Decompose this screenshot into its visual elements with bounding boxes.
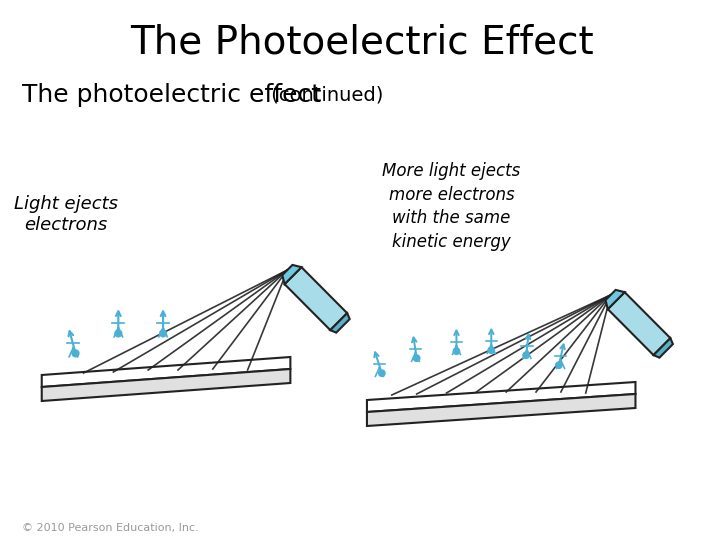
Polygon shape (606, 290, 625, 309)
Polygon shape (282, 265, 302, 284)
Polygon shape (608, 292, 670, 355)
Circle shape (72, 350, 79, 357)
Polygon shape (367, 382, 636, 412)
Polygon shape (42, 369, 290, 401)
Circle shape (556, 362, 562, 368)
Polygon shape (367, 394, 636, 426)
Circle shape (488, 347, 495, 353)
Text: The photoelectric effect: The photoelectric effect (22, 83, 321, 107)
Circle shape (413, 355, 420, 361)
Polygon shape (42, 357, 290, 387)
Circle shape (454, 348, 459, 354)
Circle shape (160, 330, 166, 337)
Text: (continued): (continued) (264, 85, 383, 105)
Polygon shape (654, 338, 673, 357)
Text: Light ejects
electrons: Light ejects electrons (14, 195, 117, 234)
Text: More light ejects
more electrons
with the same
kinetic energy: More light ejects more electrons with th… (382, 162, 521, 251)
Polygon shape (284, 267, 347, 330)
Circle shape (115, 330, 122, 337)
Text: © 2010 Pearson Education, Inc.: © 2010 Pearson Education, Inc. (22, 523, 199, 533)
Polygon shape (330, 313, 350, 333)
Circle shape (523, 352, 529, 359)
Circle shape (379, 370, 385, 376)
Text: The Photoelectric Effect: The Photoelectric Effect (130, 23, 594, 61)
